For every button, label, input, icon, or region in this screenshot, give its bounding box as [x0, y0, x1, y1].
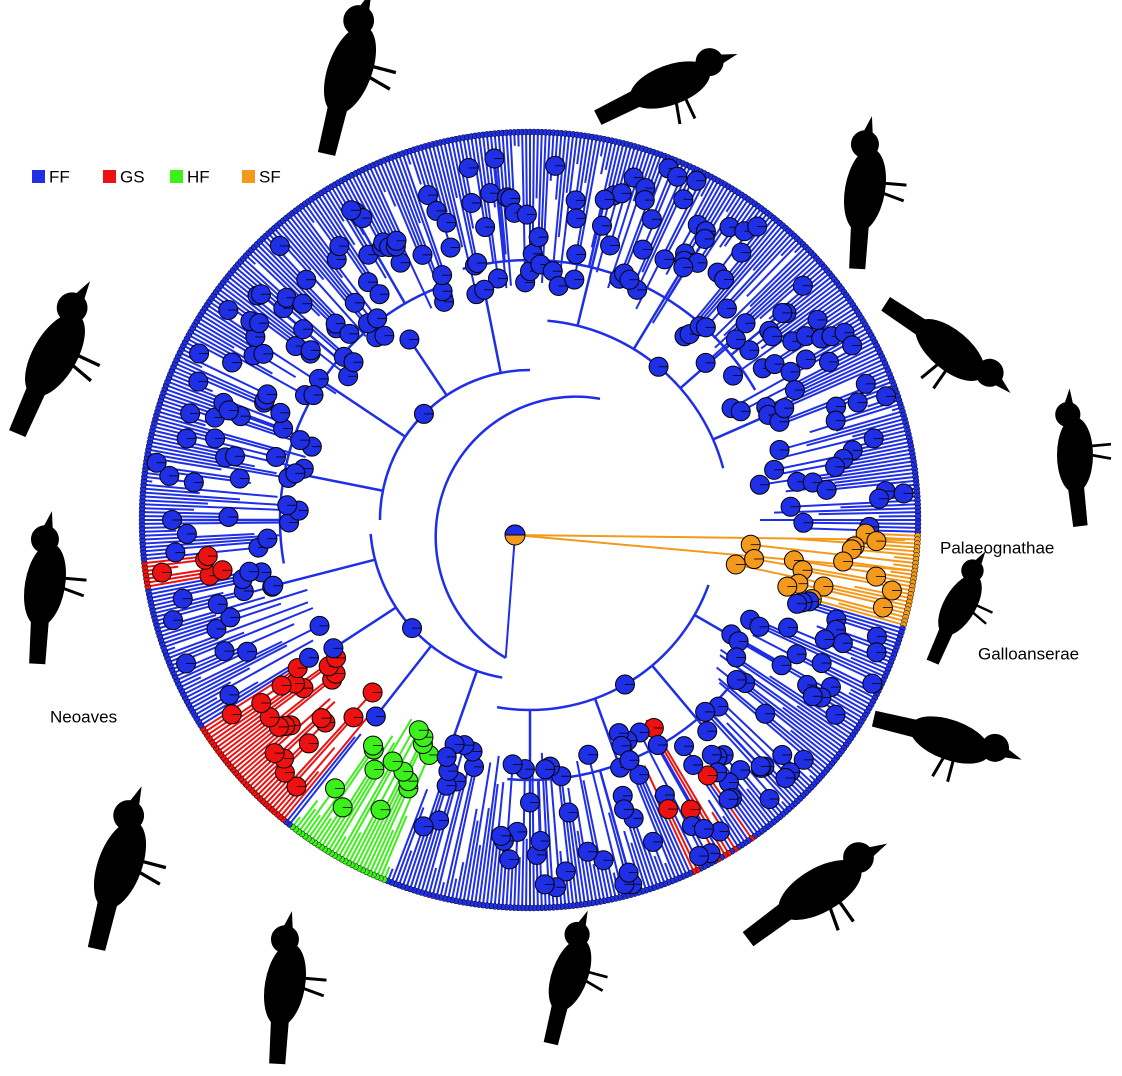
- branch: [497, 585, 709, 710]
- bird-silhouette: [587, 39, 753, 150]
- branch: [143, 492, 240, 499]
- bird-silhouette: [9, 508, 97, 670]
- bird-leg: [1091, 444, 1111, 458]
- bird-tail: [23, 618, 52, 666]
- bird-tail: [263, 1018, 292, 1066]
- phylogeny: [139, 129, 921, 911]
- branch: [142, 500, 207, 503]
- bird-beak: [1003, 748, 1023, 764]
- bird-beak: [129, 784, 146, 806]
- bird-beak: [43, 510, 56, 529]
- bird-body: [540, 933, 600, 1016]
- branch: [526, 132, 527, 215]
- branch: [506, 535, 515, 658]
- bird-tail: [1068, 487, 1088, 528]
- branch: [463, 821, 477, 903]
- bird-silhouette: [829, 113, 917, 275]
- bird-leg: [302, 976, 326, 996]
- branch: [409, 340, 446, 396]
- bird-beak: [283, 910, 296, 929]
- branch: [510, 866, 512, 907]
- bird-tail: [82, 898, 122, 953]
- legend-swatch: [242, 170, 255, 183]
- branch: [142, 508, 194, 510]
- clade-label: Palaeognathae: [940, 538, 1054, 557]
- node: [505, 525, 525, 535]
- bird-beak: [863, 115, 876, 134]
- bird-silhouette: [732, 828, 913, 972]
- branch: [819, 512, 918, 514]
- bird-silhouette: [861, 692, 1027, 803]
- branch: [333, 607, 396, 648]
- legend-label: HF: [187, 167, 210, 186]
- branch: [456, 862, 464, 901]
- bird-body: [18, 540, 72, 630]
- branch: [518, 857, 520, 908]
- legend-swatch: [32, 170, 45, 183]
- bird-silhouette: [0, 272, 134, 453]
- bird-beak: [1064, 388, 1073, 404]
- bird-tail: [843, 223, 872, 271]
- bird-silhouette: [297, 0, 419, 168]
- bird-tail: [592, 89, 642, 125]
- bird-body: [258, 940, 312, 1030]
- branch: [380, 370, 530, 520]
- bird-body: [314, 19, 387, 121]
- clade-label: Galloanserae: [978, 644, 1079, 663]
- clade-label: Neoaves: [50, 707, 117, 726]
- legend-swatch: [170, 170, 183, 183]
- branch: [891, 571, 915, 574]
- branch: [893, 564, 915, 567]
- bird-silhouette: [527, 906, 627, 1055]
- legend-label: FF: [49, 167, 70, 186]
- bird-beak: [577, 909, 591, 927]
- bird-silhouette: [1055, 388, 1111, 527]
- bird-tail: [922, 626, 955, 666]
- bird-silhouette: [67, 780, 189, 963]
- branch: [142, 531, 176, 532]
- bird-tail: [539, 1002, 571, 1047]
- branch: [142, 516, 228, 517]
- legend-swatch: [103, 170, 116, 183]
- bird-silhouette: [249, 908, 337, 1070]
- branch: [514, 832, 517, 908]
- bird-head: [1055, 402, 1080, 427]
- branch: [494, 159, 504, 262]
- branch: [526, 839, 527, 908]
- bird-body: [904, 707, 997, 773]
- branch: [319, 379, 405, 437]
- bird-leg: [882, 181, 906, 201]
- bird-tail: [3, 384, 49, 439]
- bird-body: [1057, 417, 1093, 493]
- legend-label: SF: [259, 167, 281, 186]
- tip: [915, 513, 921, 519]
- bird-tail: [312, 103, 352, 158]
- figure: FF GS HF SF Palaeognathae Galloanserae Neoa…: [0, 0, 1122, 1071]
- branch: [471, 136, 485, 227]
- bird-beak: [719, 48, 739, 64]
- branch: [547, 321, 723, 468]
- bird-tail: [870, 705, 920, 741]
- legend: FF GS HF SF: [32, 167, 281, 186]
- branch: [484, 290, 501, 373]
- branch: [273, 560, 375, 586]
- bird-body: [84, 814, 157, 916]
- legend-label: GS: [120, 167, 145, 186]
- branch: [376, 646, 431, 717]
- bird-body: [838, 145, 892, 235]
- bird-leg: [62, 576, 86, 596]
- branch: [142, 512, 221, 514]
- branch: [577, 135, 581, 164]
- bird-tail: [739, 902, 794, 948]
- branch: [894, 557, 916, 559]
- branch: [537, 132, 538, 198]
